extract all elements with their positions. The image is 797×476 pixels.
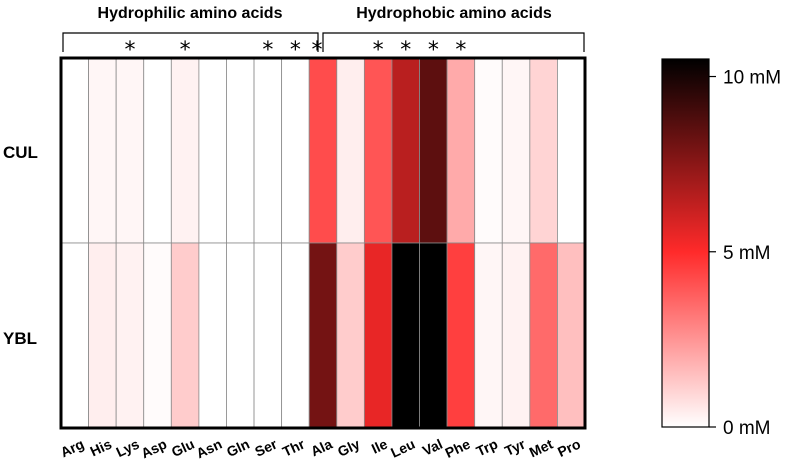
- heatmap-cell-ybl-trp: [474, 242, 503, 429]
- heatmap-cell-ybl-leu: [391, 242, 420, 429]
- column-label-ile: Ile: [369, 436, 390, 457]
- heatmap-cell-cul-lys: [115, 57, 145, 244]
- heatmap-cell-cul-his: [88, 57, 117, 244]
- significance-star-glu: *: [180, 38, 191, 63]
- heatmap-cell-ybl-asn: [198, 242, 227, 429]
- heatmap-cell-cul-gln: [226, 57, 255, 244]
- heatmap-cell-ybl-phe: [446, 242, 476, 429]
- column-label-gln: Gln: [224, 436, 252, 460]
- colorbar-tick-label: 10 mM: [723, 68, 781, 89]
- heatmap-cell-ybl-ser: [253, 242, 283, 429]
- significance-star-phe: *: [455, 38, 466, 63]
- heatmap-cell-ybl-gln: [226, 242, 255, 429]
- heatmap-cell-cul-asp: [143, 57, 172, 244]
- heatmap-cell-ybl-glu: [170, 242, 200, 429]
- row-label-cul: CUL: [3, 143, 38, 162]
- significance-star-lys: *: [124, 38, 135, 63]
- heatmap-cell-ybl-gly: [336, 242, 365, 429]
- heatmap-cell-ybl-arg: [60, 242, 89, 429]
- column-label-leu: Leu: [388, 436, 417, 461]
- heatmap-cell-ybl-his: [88, 242, 117, 429]
- column-label-glu: Glu: [169, 436, 197, 460]
- heatmap-cell-cul-asn: [198, 57, 227, 244]
- heatmap-frame: [59, 56, 587, 430]
- heatmap-cell-cul-arg: [60, 57, 89, 244]
- heatmap-cell-cul-met: [529, 57, 558, 244]
- colorbar: [661, 58, 710, 428]
- heatmap-cell-ybl-val: [419, 242, 448, 429]
- significance-markers: * * * * * * * * *: [124, 38, 466, 63]
- significance-star-ala: *: [312, 38, 323, 63]
- bracket-hydrophobic: [322, 32, 585, 52]
- heatmap-cell-ybl-lys: [115, 242, 145, 429]
- heatmap-cell-ybl-thr: [281, 242, 310, 429]
- heatmap-cell-cul-phe: [446, 57, 476, 244]
- column-label-pro: Pro: [555, 436, 583, 460]
- significance-star-val: *: [428, 38, 439, 63]
- heatmap-cell-cul-ile: [363, 57, 393, 244]
- heatmap-cell-ybl-asp: [143, 242, 172, 429]
- significance-star-ile: *: [373, 38, 384, 63]
- heatmap-cell-cul-ser: [253, 57, 283, 244]
- heatmap-cell-cul-thr: [281, 57, 310, 244]
- colorbar-tick-label: 0 mM: [723, 418, 771, 439]
- column-label-asp: Asp: [138, 436, 169, 462]
- row-label-ybl: YBL: [3, 329, 37, 348]
- significance-star-thr: *: [290, 38, 301, 63]
- column-label-arg: Arg: [58, 436, 87, 461]
- column-label-thr: Thr: [280, 435, 308, 459]
- column-label-ala: Ala: [308, 436, 335, 460]
- heatmap-cell-cul-tyr: [501, 57, 531, 244]
- heatmap-cell-cul-gly: [336, 57, 365, 244]
- significance-star-leu: *: [400, 38, 411, 63]
- heatmap-cell-ybl-ala: [308, 242, 338, 429]
- heatmap-cell-cul-leu: [391, 57, 420, 244]
- column-label-ser: Ser: [252, 435, 280, 459]
- heatmap-cell-cul-glu: [170, 57, 200, 244]
- column-label-met: Met: [527, 436, 556, 461]
- group-label-hydrophobic: Hydrophobic amino acids: [356, 5, 552, 22]
- colorbar-ticks: 0 mM 5 mM 10 mM: [709, 68, 781, 439]
- heatmap-cells: [60, 57, 586, 429]
- column-label-lys: Lys: [113, 436, 141, 461]
- column-label-phe: Phe: [443, 436, 473, 461]
- column-label-asn: Asn: [194, 436, 225, 462]
- significance-star-ser: *: [262, 38, 273, 63]
- bracket-hydrophilic: [62, 32, 319, 52]
- column-label-his: His: [88, 436, 115, 460]
- heatmap-cell-ybl-met: [529, 242, 558, 429]
- heatmap-cell-cul-trp: [474, 57, 503, 244]
- heatmap-cell-ybl-tyr: [501, 242, 531, 429]
- heatmap-cell-cul-ala: [308, 57, 338, 244]
- heatmap-cell-cul-val: [419, 57, 448, 244]
- colorbar-tick-label: 5 mM: [723, 243, 771, 264]
- column-label-val: Val: [420, 436, 445, 459]
- column-label-gly: Gly: [335, 436, 362, 460]
- group-label-hydrophilic: Hydrophilic amino acids: [98, 5, 283, 22]
- heatmap-cell-ybl-pro: [557, 242, 586, 429]
- column-label-tyr: Tyr: [502, 435, 528, 459]
- heatmap-cell-ybl-ile: [363, 242, 393, 429]
- column-label-trp: Trp: [474, 436, 501, 460]
- heatmap-cell-cul-pro: [557, 57, 586, 244]
